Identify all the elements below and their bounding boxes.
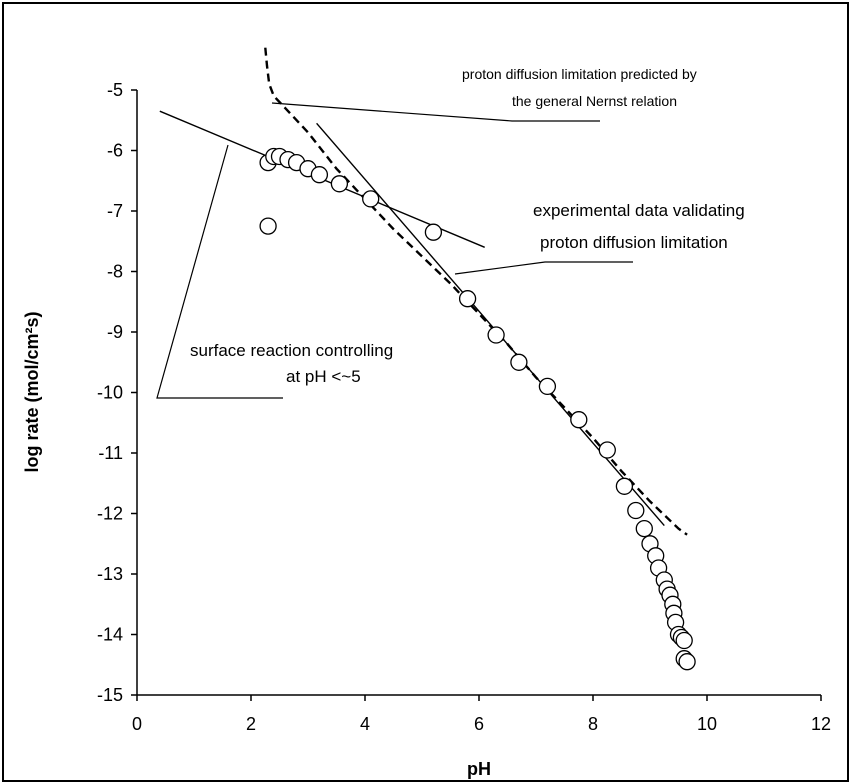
x-tick-label: 12 [811, 714, 831, 734]
y-tick-label: -13 [97, 564, 123, 584]
x-tick-label: 4 [360, 714, 370, 734]
annotation-experimental-line1: experimental data validating [533, 201, 745, 220]
annotation-surface-line1: surface reaction controlling [190, 341, 393, 360]
nernst-leader-line [271, 102, 600, 122]
data-point [330, 175, 349, 193]
data-point [675, 631, 693, 650]
x-tick-label: 6 [474, 714, 484, 734]
x-tick-label: 10 [697, 714, 717, 734]
y-tick-label: -9 [107, 322, 123, 342]
nernst-dashed-line [264, 47, 688, 536]
data-point [570, 411, 588, 429]
annotation-nernst-line1: proton diffusion limitation predicted by [462, 66, 697, 82]
data-point [635, 519, 653, 538]
data-point [487, 326, 505, 344]
annotation-leaders [156, 102, 633, 399]
y-tick-label: -7 [107, 201, 123, 221]
data-point [510, 353, 528, 371]
y-tick-label: -14 [97, 625, 123, 645]
y-tick-label: -6 [107, 141, 123, 161]
data-point [259, 217, 277, 235]
annotation-surface-line2: at pH <~5 [286, 367, 361, 386]
axes [136, 90, 821, 696]
y-tick-label: -5 [107, 80, 123, 100]
data-point [627, 501, 645, 520]
y-axis-title: log rate (mol/cm²s) [22, 311, 42, 472]
plot-lines [159, 47, 688, 536]
data-point [424, 223, 443, 241]
y-tick-label: -15 [97, 685, 123, 705]
x-tick-label: 2 [246, 714, 256, 734]
x-tick-label: 0 [132, 714, 142, 734]
y-tick-label: -11 [98, 443, 123, 463]
y-ticks: -5 -6 -7 -8 -9 -10 -11 -12 -13 -14 -15 [97, 80, 137, 705]
data-point [362, 190, 380, 208]
data-point [615, 477, 634, 495]
fit-line-3 [316, 122, 665, 527]
data-points [259, 147, 696, 671]
data-point [538, 377, 557, 396]
x-tick-label: 8 [588, 714, 598, 734]
x-axis-title: pH [467, 759, 491, 779]
surface-leader-line [156, 144, 283, 399]
data-point [678, 653, 696, 671]
data-point [598, 441, 616, 459]
data-point [310, 166, 329, 184]
annotation-nernst-line2: the general Nernst relation [512, 93, 677, 109]
y-tick-label: -10 [97, 383, 123, 403]
y-tick-label: -8 [107, 262, 123, 282]
y-tick-label: -12 [97, 504, 123, 524]
data-point [458, 290, 477, 308]
experimental-leader-line [454, 261, 633, 275]
x-ticks: 0 2 4 6 8 10 12 [132, 695, 831, 734]
annotation-experimental-line2: proton diffusion limitation [540, 233, 728, 252]
